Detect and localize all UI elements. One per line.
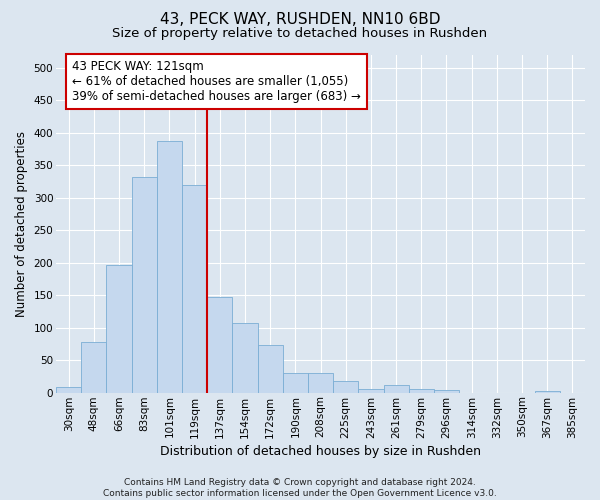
Bar — [81, 342, 106, 392]
Bar — [257, 346, 283, 393]
Bar — [131, 177, 157, 392]
Bar — [383, 385, 409, 392]
Bar — [434, 390, 459, 392]
X-axis label: Distribution of detached houses by size in Rushden: Distribution of detached houses by size … — [160, 444, 481, 458]
Text: 43, PECK WAY, RUSHDEN, NN10 6BD: 43, PECK WAY, RUSHDEN, NN10 6BD — [160, 12, 440, 28]
Text: Size of property relative to detached houses in Rushden: Size of property relative to detached ho… — [112, 28, 488, 40]
Bar — [182, 185, 207, 392]
Bar — [283, 373, 308, 392]
Text: 43 PECK WAY: 121sqm
← 61% of detached houses are smaller (1,055)
39% of semi-det: 43 PECK WAY: 121sqm ← 61% of detached ho… — [72, 60, 361, 103]
Text: Contains HM Land Registry data © Crown copyright and database right 2024.
Contai: Contains HM Land Registry data © Crown c… — [103, 478, 497, 498]
Bar — [56, 388, 81, 392]
Bar — [358, 389, 383, 392]
Bar — [232, 322, 257, 392]
Bar — [333, 381, 358, 392]
Bar — [207, 296, 232, 392]
Bar — [308, 373, 333, 392]
Bar — [157, 140, 182, 392]
Y-axis label: Number of detached properties: Number of detached properties — [15, 131, 28, 317]
Bar — [106, 264, 131, 392]
Bar — [409, 390, 434, 392]
